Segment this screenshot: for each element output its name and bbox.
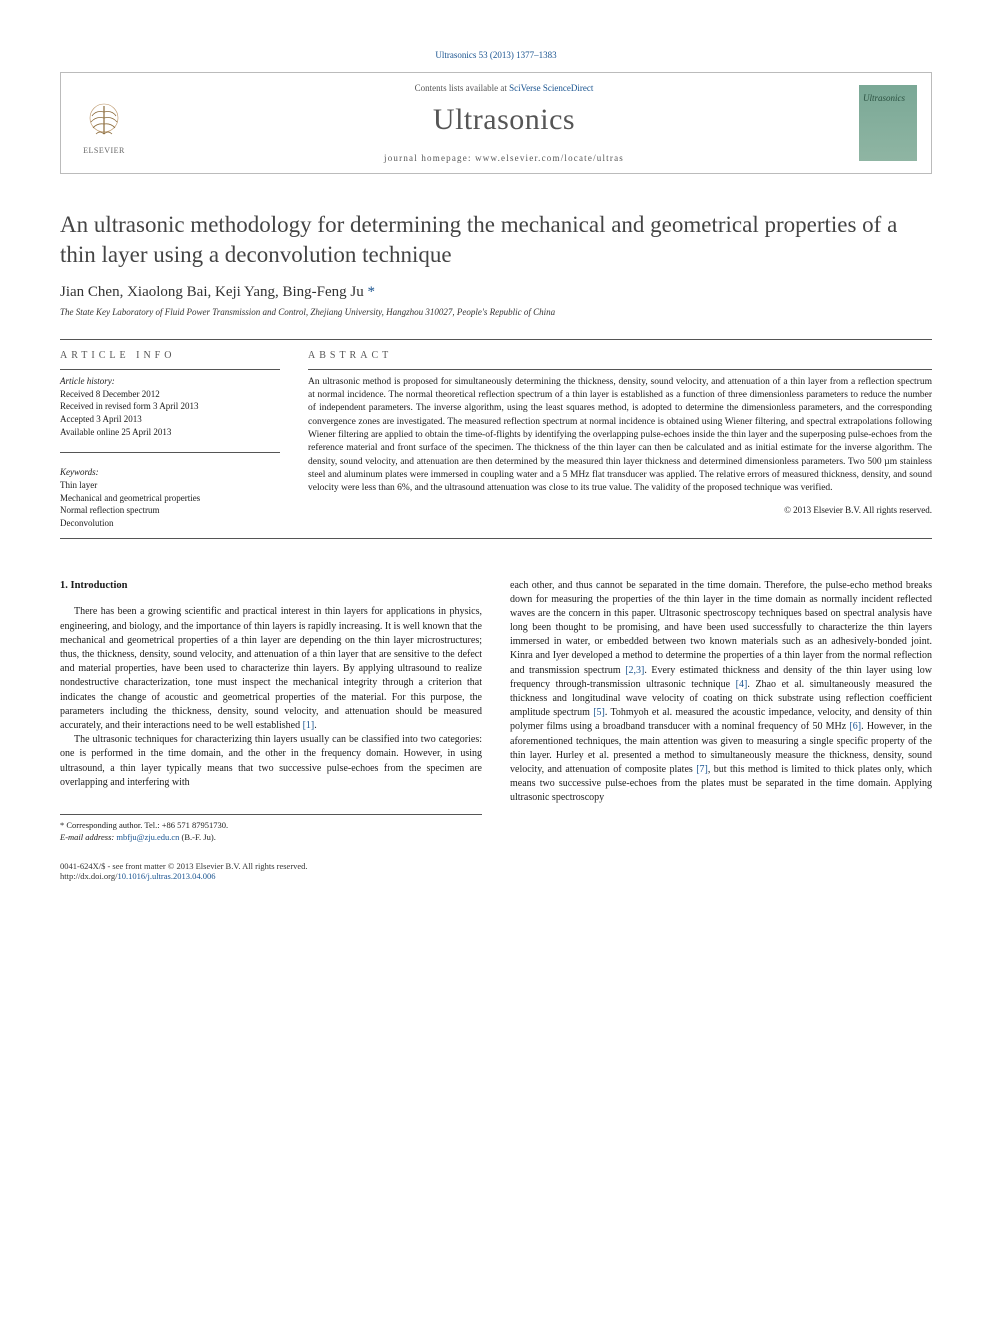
citation-ref[interactable]: [4] [736, 679, 748, 690]
elsevier-tree-icon [82, 100, 126, 144]
info-rule [60, 369, 280, 370]
email-tail: (B.-F. Ju). [179, 832, 215, 842]
paragraph: each other, and thus cannot be separated… [510, 579, 932, 806]
keywords-heading: Keywords: [60, 467, 280, 477]
sciencedirect-link[interactable]: SciVerse ScienceDirect [509, 83, 593, 93]
info-rule-2 [60, 452, 280, 453]
citation-ref[interactable]: [2,3] [625, 665, 644, 676]
citation-ref[interactable]: [1] [303, 720, 315, 731]
bottom-meta: 0041-624X/$ - see front matter © 2013 El… [60, 861, 932, 881]
journal-header: ELSEVIER Contents lists available at Sci… [60, 72, 932, 174]
keyword: Mechanical and geometrical properties [60, 492, 280, 505]
paper-page: Ultrasonics 53 (2013) 1377–1383 ELSEVIER… [0, 0, 992, 921]
history-heading: Article history: [60, 376, 280, 386]
email-line: E-mail address: mbfju@zju.edu.cn (B.-F. … [60, 831, 482, 843]
journal-cover-thumbnail: Ultrasonics [859, 85, 917, 161]
rule-bottom [60, 538, 932, 539]
doi-link[interactable]: 10.1016/j.ultras.2013.04.006 [117, 871, 215, 881]
abstract-copyright: © 2013 Elsevier B.V. All rights reserved… [308, 505, 932, 515]
journal-name: Ultrasonics [149, 103, 859, 137]
doi-line: http://dx.doi.org/10.1016/j.ultras.2013.… [60, 871, 932, 881]
corresponding-mark: * [368, 284, 376, 300]
affiliation: The State Key Laboratory of Fluid Power … [60, 307, 932, 317]
paragraph: The ultrasonic techniques for characteri… [60, 733, 482, 790]
header-center: Contents lists available at SciVerse Sci… [149, 83, 859, 163]
contents-available: Contents lists available at SciVerse Sci… [149, 83, 859, 93]
paragraph: There has been a growing scientific and … [60, 605, 482, 733]
homepage-label: journal homepage: [384, 153, 475, 163]
article-title: An ultrasonic methodology for determinin… [60, 210, 932, 270]
corresp-line: * Corresponding author. Tel.: +86 571 87… [60, 819, 482, 831]
cover-title: Ultrasonics [863, 93, 905, 103]
issn-line: 0041-624X/$ - see front matter © 2013 El… [60, 861, 932, 871]
abstract-heading: ABSTRACT [308, 340, 932, 369]
section-heading: 1. Introduction [60, 579, 482, 594]
citation-link[interactable]: Ultrasonics 53 (2013) 1377–1383 [435, 50, 556, 60]
authors-text: Jian Chen, Xiaolong Bai, Keji Yang, Bing… [60, 284, 368, 300]
keyword: Normal reflection spectrum [60, 504, 280, 517]
abstract-text: An ultrasonic method is proposed for sim… [308, 376, 932, 496]
p-text: . [314, 720, 317, 731]
author-list: Jian Chen, Xiaolong Bai, Keji Yang, Bing… [60, 284, 932, 301]
top-citation: Ultrasonics 53 (2013) 1377–1383 [60, 50, 932, 60]
p-text: There has been a growing scientific and … [60, 606, 482, 731]
history-line: Received 8 December 2012 [60, 388, 280, 401]
email-link[interactable]: mbfju@zju.edu.cn [116, 832, 179, 842]
citation-ref[interactable]: [7] [696, 764, 708, 775]
keyword: Deconvolution [60, 517, 280, 530]
homepage-url[interactable]: www.elsevier.com/locate/ultras [475, 153, 624, 163]
body-col-left: 1. Introduction There has been a growing… [60, 579, 482, 843]
article-info-column: ARTICLE INFO Article history: Received 8… [60, 340, 280, 530]
publisher-name: ELSEVIER [83, 146, 125, 155]
citation-ref[interactable]: [6] [849, 721, 861, 732]
contents-prefix: Contents lists available at [415, 83, 509, 93]
corresponding-footnote: * Corresponding author. Tel.: +86 571 87… [60, 814, 482, 843]
body-col-right: each other, and thus cannot be separated… [510, 579, 932, 843]
journal-homepage: journal homepage: www.elsevier.com/locat… [149, 153, 859, 163]
doi-label: http://dx.doi.org/ [60, 871, 117, 881]
abstract-column: ABSTRACT An ultrasonic method is propose… [308, 340, 932, 530]
article-info-heading: ARTICLE INFO [60, 340, 280, 369]
publisher-logo: ELSEVIER [75, 91, 133, 155]
info-abstract-row: ARTICLE INFO Article history: Received 8… [60, 340, 932, 530]
citation-ref[interactable]: [5] [593, 707, 605, 718]
history-line: Received in revised form 3 April 2013 [60, 400, 280, 413]
abstract-rule [308, 369, 932, 370]
history-line: Accepted 3 April 2013 [60, 413, 280, 426]
history-line: Available online 25 April 2013 [60, 426, 280, 439]
keyword: Thin layer [60, 479, 280, 492]
p-text: each other, and thus cannot be separated… [510, 580, 932, 676]
email-label: E-mail address: [60, 832, 116, 842]
body-columns: 1. Introduction There has been a growing… [60, 579, 932, 843]
